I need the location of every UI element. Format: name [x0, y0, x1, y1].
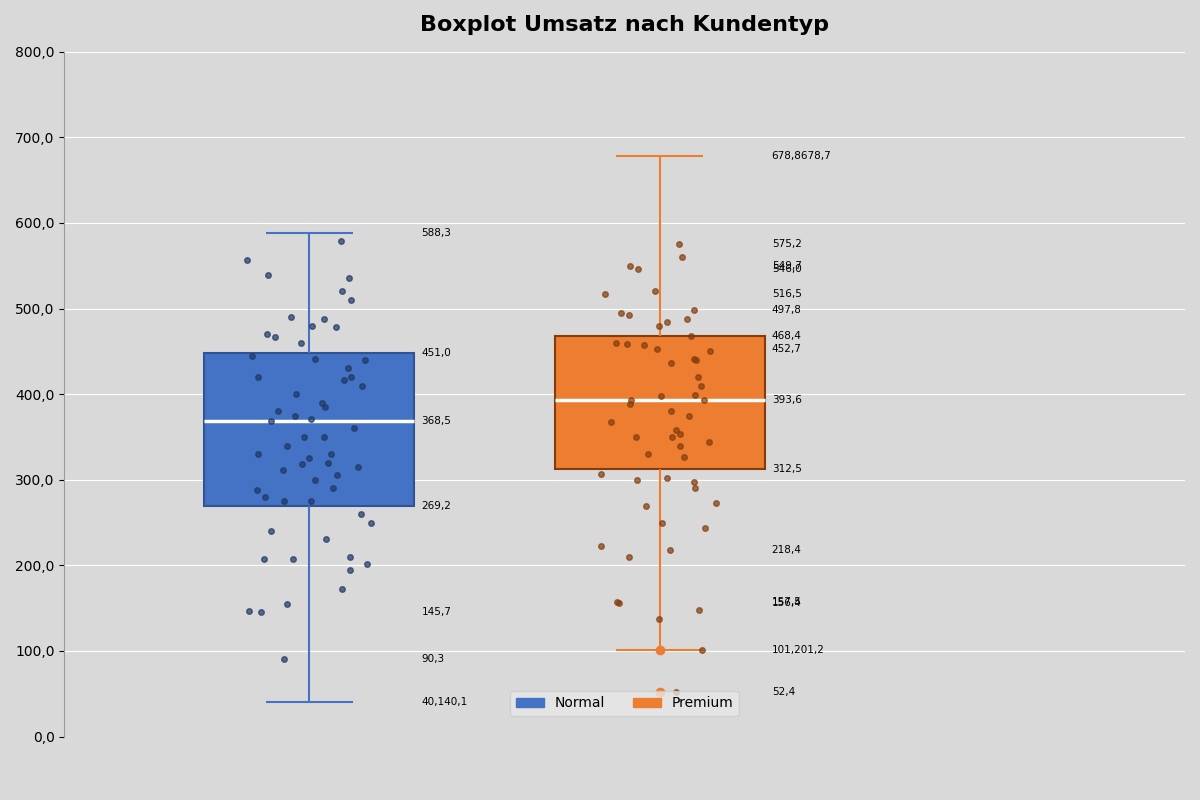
Text: 52,4: 52,4: [772, 686, 794, 697]
Text: 452,7: 452,7: [772, 344, 802, 354]
Text: 156,4: 156,4: [772, 598, 802, 608]
Bar: [204, 353, 414, 506]
Text: 678,8678,7: 678,8678,7: [772, 150, 832, 161]
Text: 101,201,2: 101,201,2: [772, 645, 824, 655]
Text: 40,140,1: 40,140,1: [421, 698, 468, 707]
Text: 90,3: 90,3: [421, 654, 444, 664]
Text: 575,2: 575,2: [772, 239, 802, 250]
Text: 145,7: 145,7: [421, 607, 451, 617]
Text: 393,6: 393,6: [772, 394, 802, 405]
Text: 497,8: 497,8: [772, 306, 802, 315]
Text: 516,5: 516,5: [772, 290, 802, 299]
Text: 468,4: 468,4: [772, 330, 802, 341]
Text: 269,2: 269,2: [421, 501, 451, 511]
Title: Boxplot Umsatz nach Kundentyp: Boxplot Umsatz nach Kundentyp: [420, 15, 829, 35]
Text: 588,3: 588,3: [421, 228, 451, 238]
Text: 157,5: 157,5: [772, 597, 802, 606]
Bar: [554, 336, 764, 469]
Text: 368,5: 368,5: [421, 416, 451, 426]
Text: 546,0: 546,0: [772, 264, 802, 274]
Legend: Normal, Premium: Normal, Premium: [510, 690, 739, 716]
Text: 312,5: 312,5: [772, 464, 802, 474]
Text: 218,4: 218,4: [772, 545, 802, 554]
Text: 549,7: 549,7: [772, 261, 802, 271]
Text: 451,0: 451,0: [421, 348, 451, 358]
